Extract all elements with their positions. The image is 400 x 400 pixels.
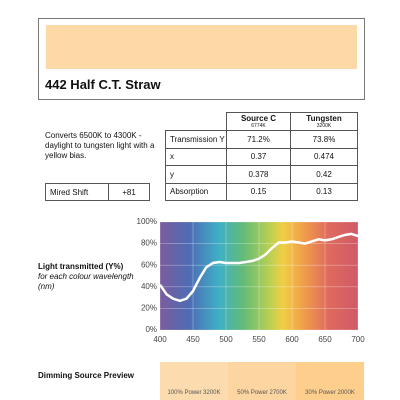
dimming-swatch: 30% Power 2000K xyxy=(296,362,364,400)
row-label: x xyxy=(165,147,227,166)
x-tick-label: 500 xyxy=(219,335,233,344)
dimming-label: 30% Power 2000K xyxy=(305,390,355,396)
column-name: Tungsten xyxy=(306,114,342,123)
column-name: Source C xyxy=(240,114,277,123)
dimming-label: 100% Power 3200K xyxy=(167,390,221,396)
filter-swatch xyxy=(46,25,357,69)
table-cell: 0.13 xyxy=(290,182,358,201)
y-tick-label: 80% xyxy=(141,239,157,248)
dimming-title: Dimming Source Preview xyxy=(38,371,135,380)
x-tick-label: 450 xyxy=(186,335,200,344)
column-header: Tungsten 3200K xyxy=(290,112,358,131)
description: Converts 6500K to 4300K - daylight to tu… xyxy=(45,131,155,160)
x-tick-label: 700 xyxy=(351,335,365,344)
transmission-curve xyxy=(158,232,359,303)
chart-subtitle: for each colour wavelength (nm) xyxy=(38,272,134,291)
chart: 0% 20% 40% 60% 80% 100% 400 450 500 550 600 650 700 xyxy=(137,217,366,344)
table-cell: 0.474 xyxy=(290,147,358,166)
table-cell: 0.378 xyxy=(226,165,291,184)
table-cell: 73.8% xyxy=(290,130,358,149)
y-tick-label: 0% xyxy=(145,325,157,334)
chart-title: Light transmitted (Y%) xyxy=(38,262,124,271)
x-tick-label: 550 xyxy=(252,335,266,344)
table-cell: 0.37 xyxy=(226,147,291,166)
table-cell: 0.42 xyxy=(290,165,358,184)
x-tick-label: 400 xyxy=(153,335,167,344)
mired-value: +81 xyxy=(108,183,150,201)
column-sub: 6774K xyxy=(251,123,266,129)
dimming-label: 50% Power 2700K xyxy=(237,390,287,396)
mired-label: Mired Shift xyxy=(45,183,109,201)
y-tick-label: 100% xyxy=(137,217,157,226)
chart-label: Light transmitted (Y%) for each colour w… xyxy=(38,262,148,292)
column-sub: 3200K xyxy=(316,123,332,129)
table-cell: 71.2% xyxy=(226,130,291,149)
header-box: 442 Half C.T. Straw xyxy=(38,18,365,100)
filter-title: 442 Half C.T. Straw xyxy=(45,77,161,92)
row-label: y xyxy=(165,165,227,184)
row-label: Absorption xyxy=(165,182,227,201)
dimming-swatch: 100% Power 3200K xyxy=(160,362,228,400)
row-label: Transmission Y xyxy=(165,130,227,149)
x-tick-label: 650 xyxy=(318,335,332,344)
y-tick-label: 20% xyxy=(141,304,157,313)
table-cell: 0.15 xyxy=(226,182,291,201)
dimming-swatch: 50% Power 2700K xyxy=(228,362,296,400)
y-tick-label: 40% xyxy=(141,282,157,291)
x-tick-label: 600 xyxy=(285,335,299,344)
y-tick-label: 60% xyxy=(141,260,157,269)
column-header: Source C 6774K xyxy=(226,112,291,131)
